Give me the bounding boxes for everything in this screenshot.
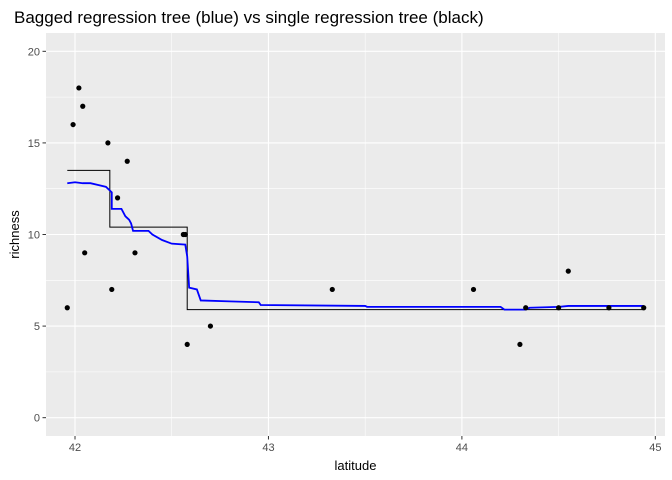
- grid: [46, 33, 665, 436]
- y-axis-title: richness: [7, 210, 22, 259]
- y-tick-label: 20: [28, 46, 40, 58]
- data-point: [124, 158, 130, 164]
- data-point: [517, 341, 523, 348]
- series-lines: [67, 169, 644, 311]
- x-tick-label: 44: [456, 442, 468, 454]
- y-axis: 0 5 10 15 20: [28, 46, 46, 425]
- data-point: [565, 268, 571, 274]
- data-point: [64, 305, 70, 311]
- data-point: [132, 250, 138, 256]
- data-point: [207, 323, 214, 329]
- data-point: [82, 250, 88, 256]
- data-point: [114, 195, 121, 201]
- data-point: [606, 305, 612, 311]
- y-tick-label: 5: [34, 321, 40, 333]
- x-tick-label: 42: [69, 442, 81, 454]
- data-point: [182, 231, 188, 238]
- data-point: [470, 286, 477, 293]
- x-axis: 42 43 44 45: [69, 436, 661, 454]
- data-point: [80, 103, 86, 109]
- chart-title: Bagged regression tree (blue) vs single …: [14, 8, 484, 27]
- y-tick-label: 15: [28, 138, 40, 150]
- series-line: [67, 169, 644, 311]
- data-points: [64, 85, 647, 348]
- data-point: [184, 341, 190, 348]
- data-point: [70, 121, 76, 128]
- data-point: [641, 305, 647, 311]
- y-tick-label: 0: [34, 413, 40, 425]
- data-point: [556, 305, 562, 311]
- data-point: [105, 140, 111, 146]
- data-point: [523, 305, 529, 311]
- x-tick-label: 43: [262, 442, 274, 454]
- data-point: [76, 85, 82, 91]
- series-line: [67, 181, 644, 311]
- data-point: [109, 286, 115, 293]
- data-point: [329, 286, 335, 293]
- x-tick-label: 45: [649, 442, 661, 454]
- x-axis-title: latitude: [335, 458, 377, 473]
- y-tick-label: 10: [28, 230, 40, 242]
